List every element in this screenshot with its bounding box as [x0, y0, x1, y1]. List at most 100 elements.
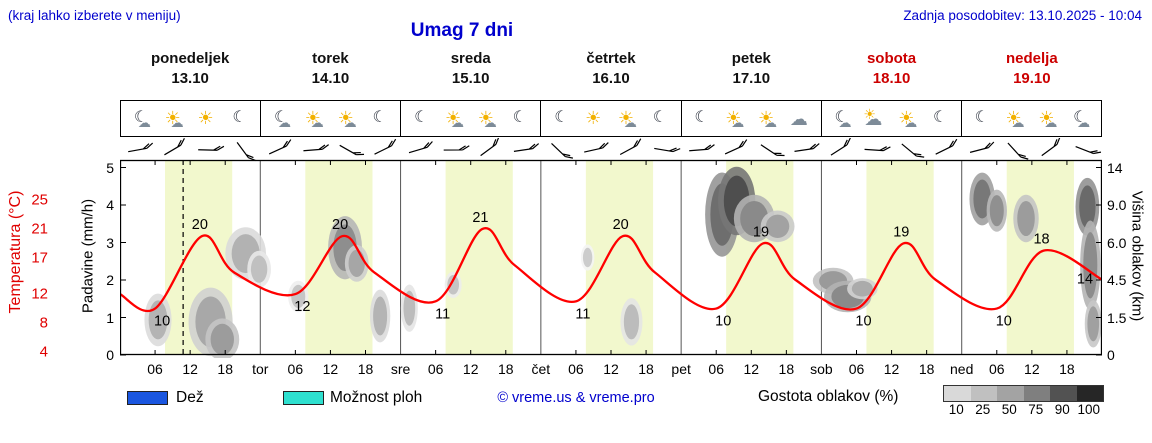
- day-name: torek: [312, 50, 349, 67]
- hour-tick: 18: [357, 361, 374, 377]
- wind-barb-icon: [551, 143, 574, 159]
- density-tick-label: 50: [1001, 402, 1017, 417]
- wind-barb-glyph: [724, 139, 748, 155]
- hour-tick: 06: [287, 361, 304, 377]
- cloud-height-tick: 9.0: [1107, 197, 1127, 213]
- hour-tick: 12: [462, 361, 479, 377]
- precipitation-tick: 2: [106, 272, 114, 288]
- daylight-band: [1006, 160, 1074, 355]
- temperature-tick: 4: [39, 343, 48, 361]
- hour-tick: 06: [427, 361, 444, 377]
- day-date: 16.10: [592, 70, 630, 87]
- day-header-torek: torek 14.10: [260, 50, 400, 87]
- wind-barb-glyph: [480, 138, 500, 157]
- wind-barb-icon: [1075, 145, 1102, 155]
- moon-cloud-icon: ☾ ☁: [1068, 106, 1093, 132]
- day-boundary-label: pet: [671, 361, 691, 377]
- wind-barb-icon: [689, 144, 715, 152]
- cloud-height-axis-label: Višina oblakov (km): [1128, 190, 1146, 322]
- cloud-glyph: ☁: [789, 108, 808, 130]
- wind-barb-glyph: [969, 141, 995, 153]
- wind-barb-glyph: [374, 138, 397, 155]
- day-date: 13.10: [171, 70, 209, 87]
- day-name: petek: [731, 50, 771, 67]
- cloud-blob-core: [250, 255, 268, 283]
- moon-cloud-icon: ☾ ☁: [129, 106, 154, 132]
- sun-icon: ☀: [582, 106, 607, 132]
- density-tick-label: 90: [1054, 402, 1070, 417]
- wind-barb-icon: [760, 144, 785, 157]
- copyright-link[interactable]: © vreme.us & vreme.pro: [497, 390, 655, 406]
- sun-cloud-icon: ☀ ☁: [895, 106, 920, 132]
- cloud-blob-core: [623, 304, 640, 340]
- cloud-s-glyph: ☁: [310, 115, 324, 131]
- sun-cloud-icon: ☀ ☁: [302, 106, 327, 132]
- cloud-s-glyph: ☁: [1011, 115, 1025, 131]
- hour-tick: 18: [638, 361, 654, 377]
- wind-barb-glyph: [339, 144, 365, 156]
- cloud-density-gradient-bar: [943, 385, 1104, 402]
- density-segment: [970, 386, 997, 401]
- hour-tick: 18: [497, 361, 514, 377]
- cloud-height-tick: 14: [1107, 159, 1123, 176]
- wind-barb-icon: [164, 138, 185, 156]
- weather-icon-strip: ☾ ☁ ☀ ☁ ☀ ☾ ☾ ☁ ☀ ☁ ☀ ☁ ☾ ☾ ☀ ☁ ☀ ☁ ☾ ☾ ☀ ☀ ☁ ☾ ☾ ☀ ☁ ☀ ☁ ☁ ☾ ☁ ☀ ☁ ☀ ☁ ☾ ☾ ☀ ☁…: [120, 100, 1102, 137]
- rain-legend-swatch: [127, 391, 168, 405]
- wind-barb-icon: [374, 138, 397, 155]
- cloud-s-glyph: ☁: [1077, 115, 1091, 131]
- moon-cloud-icon: ☾ ☁: [830, 106, 855, 132]
- wind-barb-icon: [513, 143, 540, 152]
- wind-barb-glyph: [619, 138, 642, 156]
- sun-glyph: ☀: [477, 107, 494, 129]
- sun-glyph: ☀: [1038, 107, 1055, 129]
- showers-legend-label: Možnost ploh: [330, 389, 423, 406]
- wind-barb-icon: [969, 141, 995, 153]
- daylight-band: [866, 160, 934, 355]
- temperature-value-label: 10: [855, 314, 871, 330]
- moon-glyph: ☾: [834, 106, 849, 126]
- wind-barb-glyph: [1041, 138, 1061, 157]
- day-boundary-label: čet: [531, 361, 551, 377]
- hour-tick: 12: [603, 361, 619, 377]
- temperature-value-label: 11: [435, 306, 450, 322]
- sun-cloud-icon: ☀ ☁: [475, 106, 500, 132]
- wind-barb-glyph: [584, 142, 609, 153]
- precipitation-tick: 4: [106, 197, 114, 213]
- day-date: 18.10: [872, 70, 911, 87]
- temperature-curve: [120, 227, 1102, 312]
- day-header-četrtek: četrtek 16.10: [541, 50, 681, 87]
- sun-cloud-icon: ☀ ☁: [335, 106, 360, 132]
- precipitation-axis-label: Padavine (mm/h): [79, 198, 97, 314]
- density-tick-label: 25: [975, 402, 991, 417]
- day-name: sreda: [450, 50, 491, 67]
- hour-tick: 12: [743, 361, 760, 377]
- wind-barb-glyph: [935, 138, 958, 155]
- day-date: 15.10: [451, 70, 490, 87]
- moon-glyph: ☾: [232, 106, 247, 126]
- menu-hint-text: (kraj lahko izberete v meniju): [8, 8, 181, 23]
- wind-barb-icon: [794, 143, 820, 152]
- density-segment: [1023, 386, 1050, 401]
- cloud-blob-core: [765, 214, 790, 238]
- sun-glyph: ☀: [585, 107, 602, 129]
- hour-tick: 06: [708, 361, 724, 377]
- sun-glyph: ☀: [617, 107, 635, 129]
- moon-glyph: ☾: [273, 106, 289, 126]
- wind-barb-icon: [935, 138, 958, 155]
- rain-legend-label: Dež: [176, 389, 204, 406]
- cloud-s-glyph: ☁: [137, 115, 151, 131]
- sun-cloud-icon: ☀ ☁: [162, 106, 187, 132]
- wind-barb-icon: [339, 144, 365, 156]
- wind-barb-icon: [1007, 142, 1029, 160]
- wind-barb-glyph: [443, 145, 470, 151]
- sun-cloud-icon: ☀ ☁: [1003, 106, 1028, 132]
- wind-barb-glyph: [794, 143, 820, 152]
- day-boundary-label: ned: [950, 361, 974, 377]
- cloud-s-glyph: ☁: [623, 115, 637, 131]
- sun-cloud-icon: ☀ ☁: [1035, 106, 1060, 132]
- cloud-s-glyph: ☁: [731, 115, 745, 131]
- temperature-value-label: 20: [332, 217, 348, 233]
- density-tick-label: 10: [948, 402, 964, 417]
- temperature-value-label: 20: [192, 217, 208, 233]
- cloud-height-tick: 6.0: [1107, 234, 1127, 251]
